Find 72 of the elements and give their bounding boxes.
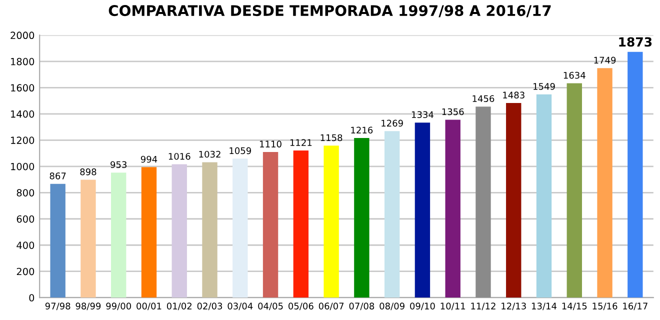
data-label: 1269	[382, 120, 403, 127]
x-tick-label: 13/14	[532, 302, 557, 310]
x-tick-label: 05/06	[288, 302, 314, 310]
x-tick-label: 09/10	[410, 302, 435, 310]
data-label: 1634	[564, 72, 586, 79]
bar	[202, 162, 218, 298]
x-tick-label: 01/02	[166, 302, 192, 310]
data-label: 1549	[534, 83, 555, 90]
bar	[324, 146, 339, 298]
x-tick-label: 97/98	[45, 302, 70, 310]
bar	[80, 180, 96, 298]
x-tick-label: 06/07	[318, 302, 344, 310]
data-label: 1158	[320, 134, 342, 142]
data-label: 1873	[619, 37, 652, 47]
x-tick-label: 15/16	[592, 302, 618, 310]
data-label: 1121	[290, 139, 312, 146]
y-tick-label: 400	[16, 242, 34, 249]
y-tick-label: 1200	[11, 136, 34, 144]
data-label: 953	[110, 161, 126, 168]
bar	[414, 122, 430, 298]
bar	[293, 150, 309, 298]
y-tick-label: 1800	[11, 58, 34, 66]
x-tick-label: 99/00	[106, 302, 132, 310]
x-tick-label: 02/03	[197, 302, 222, 310]
data-label: 1016	[168, 152, 190, 160]
bar	[384, 131, 400, 298]
x-tick-label: 08/09	[380, 302, 404, 310]
chart-title: COMPARATIVA DESDE TEMPORADA 1997/98 A 2016/17	[108, 5, 551, 18]
data-label: 1216	[351, 126, 373, 134]
bar	[536, 94, 552, 298]
x-tick-label: 10/11	[440, 302, 466, 310]
y-tick-label: 1000	[11, 162, 34, 170]
bar	[566, 83, 582, 298]
data-label: 1059	[230, 147, 251, 154]
x-tick-label: 98/99	[76, 302, 101, 310]
bar	[172, 164, 187, 298]
data-label: 898	[80, 168, 96, 176]
data-label: 1483	[503, 92, 524, 99]
y-tick-label: 1600	[11, 84, 34, 92]
y-tick-label: 0	[29, 294, 34, 302]
y-tick-label: 2000	[10, 32, 34, 40]
y-tick-label: 1400	[11, 110, 34, 118]
y-tick-label: 200	[16, 268, 34, 276]
bar	[50, 184, 66, 298]
data-label: 1032	[199, 150, 220, 158]
x-tick-label: 03/04	[228, 302, 253, 310]
y-tick-label: 800	[16, 189, 34, 196]
data-label: 1334	[412, 111, 434, 118]
x-tick-label: 00/01	[136, 302, 162, 310]
x-tick-label: 12/13	[502, 302, 526, 310]
data-label: 1749	[594, 56, 616, 64]
x-tick-label: 11/12	[471, 302, 496, 310]
bar	[506, 103, 522, 298]
data-label: 1110	[260, 140, 282, 148]
bar	[141, 167, 157, 298]
bar	[262, 152, 278, 298]
bar	[232, 158, 248, 298]
data-label: 994	[140, 156, 158, 163]
data-label: 1356	[442, 108, 464, 116]
bar	[628, 52, 643, 298]
bar	[354, 138, 370, 298]
data-label: 1456	[472, 95, 494, 102]
bar	[111, 172, 126, 298]
data-label: 867	[50, 172, 66, 180]
bar	[597, 68, 612, 298]
bar	[445, 120, 460, 298]
x-tick-label: 14/15	[562, 302, 587, 310]
x-tick-label: 16/17	[623, 302, 648, 310]
y-tick-label: 600	[16, 215, 34, 223]
bar	[476, 106, 491, 298]
x-tick-label: 07/08	[349, 302, 374, 310]
x-tick-label: 04/05	[258, 302, 283, 310]
